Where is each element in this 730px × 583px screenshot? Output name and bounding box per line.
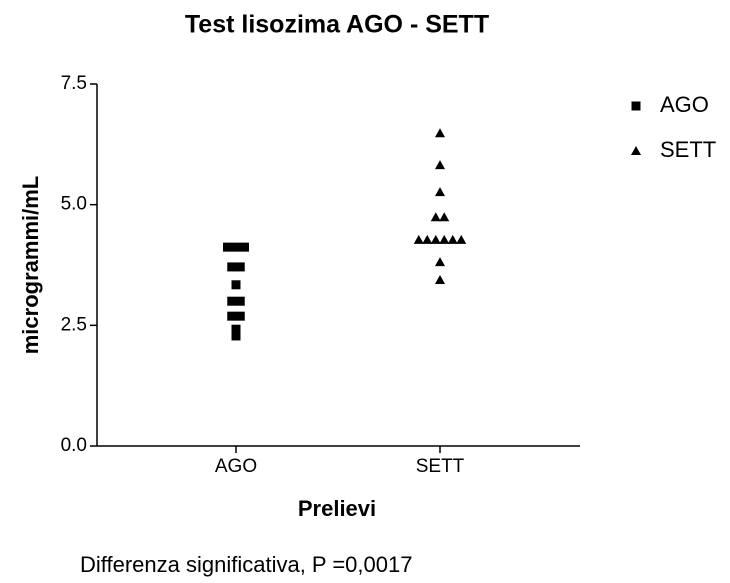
- x-axis-label: Prelievi: [298, 496, 376, 521]
- y-tick-label: 5.0: [61, 194, 87, 215]
- chart-title: Test lisozima AGO - SETT: [185, 11, 489, 39]
- data-point: [235, 311, 245, 321]
- y-tick-label: 7.5: [61, 73, 87, 94]
- legend-marker: [631, 101, 641, 111]
- data-point: [240, 242, 249, 252]
- data-point: [231, 331, 241, 341]
- data-point: [231, 280, 241, 290]
- data-point: [447, 234, 458, 244]
- data-point: [227, 311, 237, 321]
- data-point: [223, 242, 232, 252]
- data-point: [235, 296, 245, 306]
- x-tick-label: AGO: [215, 456, 257, 477]
- data-point: [439, 234, 450, 244]
- data-point: [435, 187, 445, 197]
- data-point: [235, 262, 245, 272]
- y-axis-label: microgrammi/mL: [18, 176, 43, 355]
- y-tick-label: 2.5: [61, 314, 87, 335]
- data-point: [430, 212, 441, 222]
- legend-label: SETT: [660, 137, 716, 162]
- x-tick-label: SETT: [416, 456, 465, 477]
- data-point: [435, 274, 445, 284]
- data-point: [227, 296, 237, 306]
- legend-marker: [631, 146, 641, 155]
- data-point: [231, 324, 241, 334]
- data-point: [231, 242, 241, 252]
- data-point: [435, 128, 445, 138]
- data-point: [456, 234, 467, 244]
- data-point: [435, 160, 445, 170]
- data-point: [227, 262, 237, 272]
- y-tick-label: 0.0: [61, 435, 87, 456]
- legend-label: AGO: [660, 92, 709, 117]
- annotation: Differenza significativa, P =0,0017: [80, 552, 412, 577]
- data-point: [413, 234, 424, 244]
- data-point: [422, 234, 433, 244]
- data-point: [430, 234, 441, 244]
- data-point: [439, 212, 450, 222]
- data-point: [435, 257, 445, 267]
